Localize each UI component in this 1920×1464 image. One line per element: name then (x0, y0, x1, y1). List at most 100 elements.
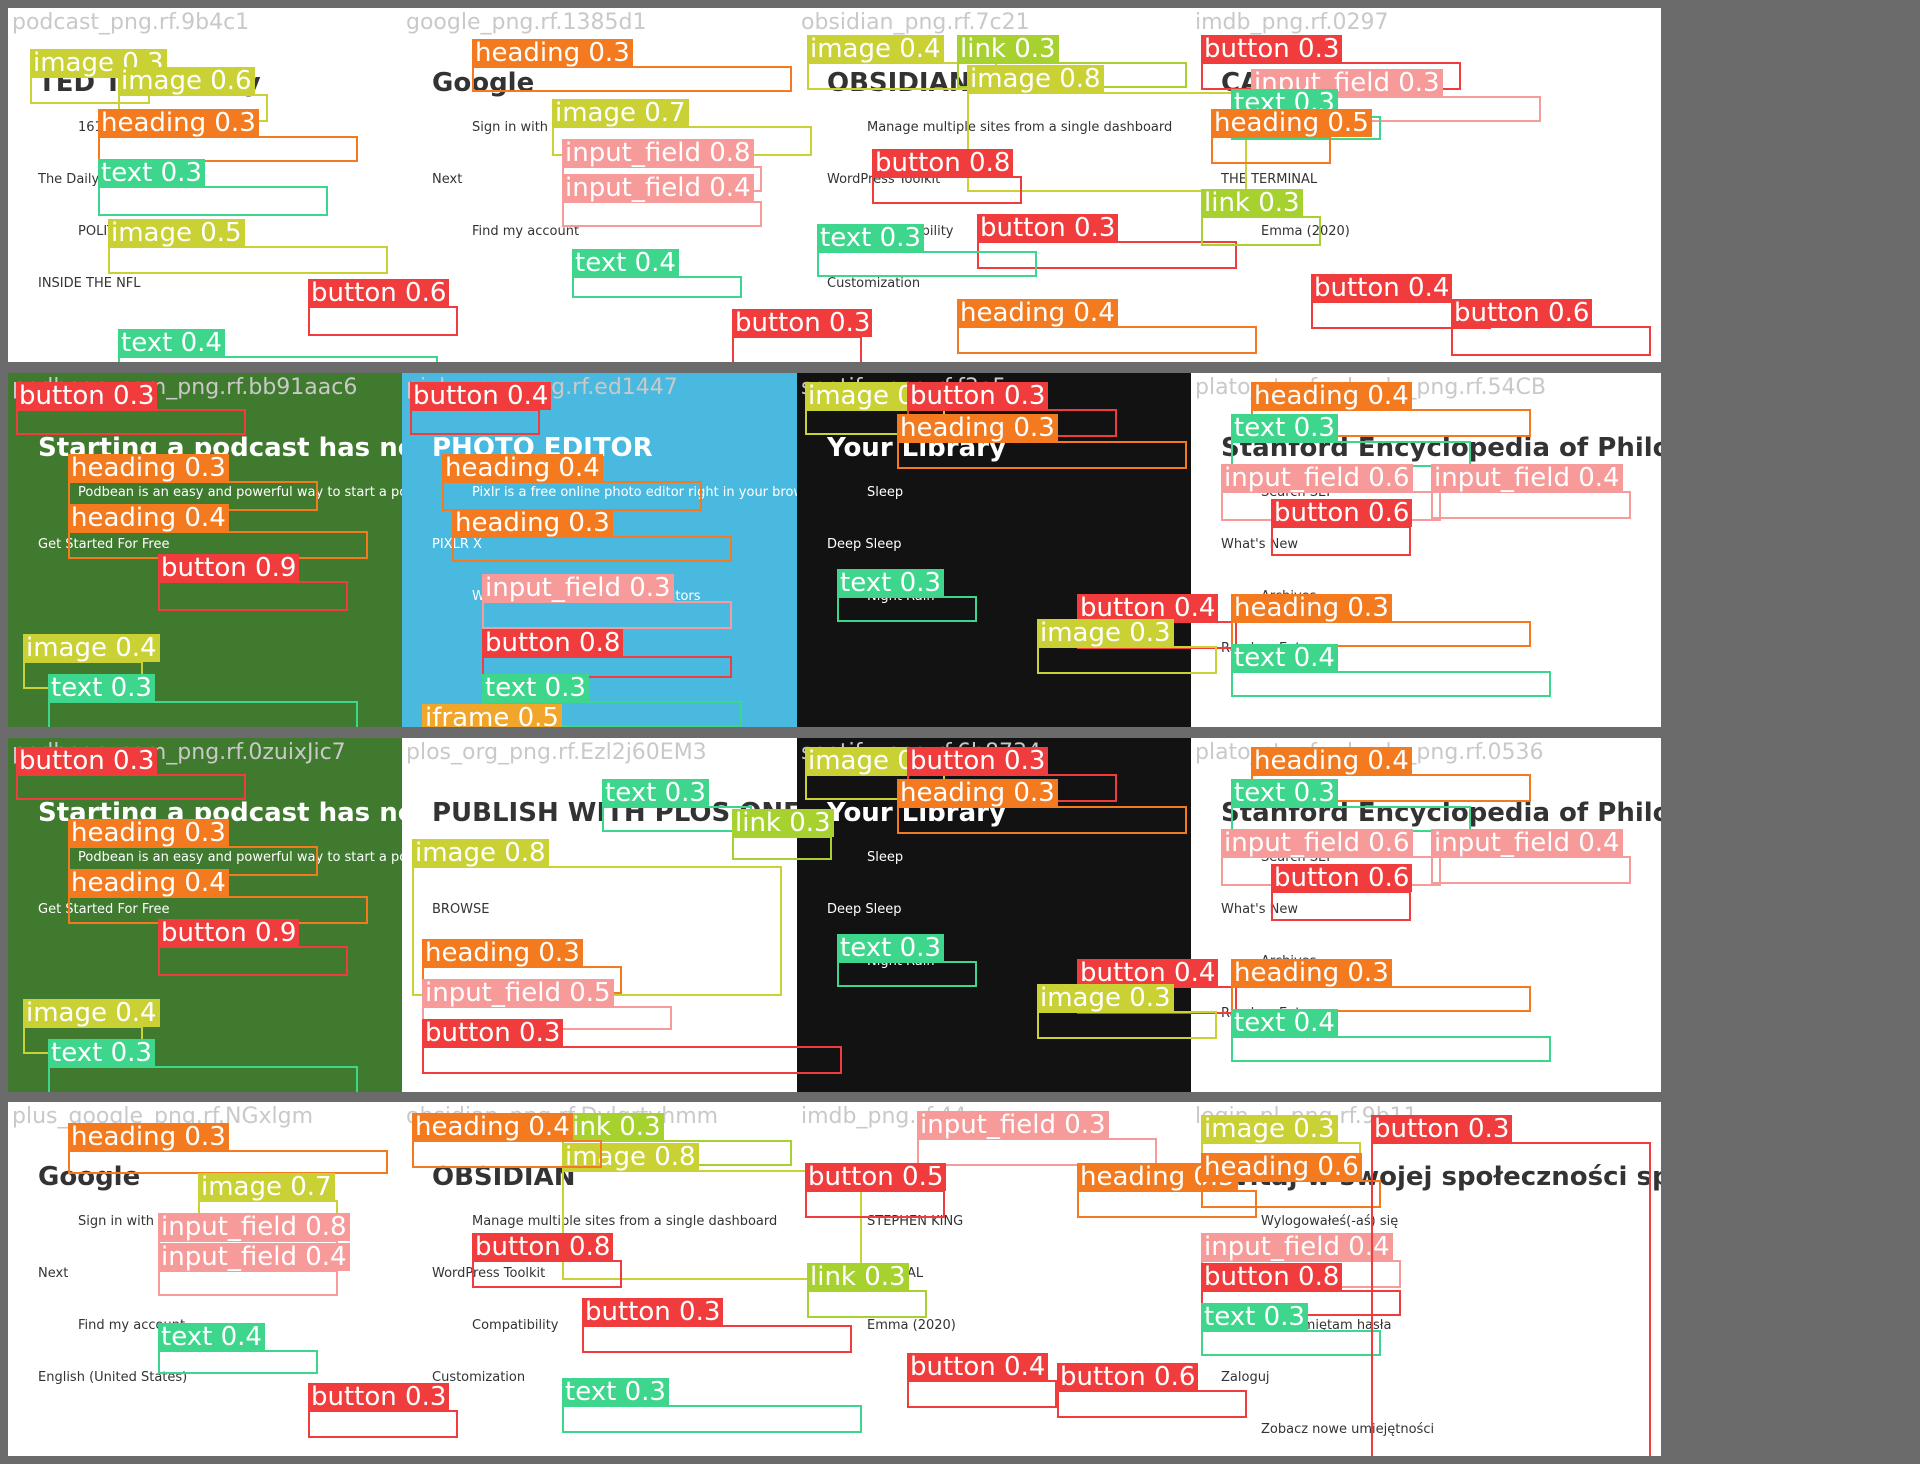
detection-label: button 0.3 (732, 309, 872, 337)
detection-label: image 0.6 (118, 67, 255, 95)
detection-label: input_field 0.5 (422, 979, 614, 1007)
detection-box-button: button 0.5 (805, 1163, 947, 1218)
tile-filename: plos_org_png.rf.Ezl2j60EM3 (406, 740, 707, 765)
detection-box-input-field: input_field 0.3 (482, 574, 732, 629)
detection-box-heading: heading 0.3 (1231, 959, 1531, 1012)
tile-filename: google_png.rf.1385d1 (406, 10, 647, 35)
detection-box-button: button 0.6 (1271, 499, 1413, 556)
detection-box-heading: heading 0.3 (98, 109, 358, 162)
detection-label: button 0.3 (308, 1383, 450, 1411)
detection-label: button 0.4 (410, 382, 552, 410)
detection-label: heading 0.3 (897, 779, 1058, 807)
preview-text: OBSIDIAN (827, 68, 971, 98)
detection-label: button 0.3 (16, 747, 158, 775)
preview-text: INSIDE THE NFL (38, 276, 141, 291)
detection-label: link 0.3 (807, 1263, 909, 1291)
detection-label: input_field 0.3 (917, 1111, 1109, 1139)
detection-label: heading 0.3 (68, 819, 229, 847)
detection-label: image 0.5 (108, 219, 245, 247)
preview-text: Zaloguj (1221, 1370, 1270, 1385)
preview-text: Google (38, 1162, 141, 1192)
detection-box-image: image 0.4 (23, 999, 160, 1054)
preview-text: Podbean is an easy and powerful way to s… (78, 485, 447, 500)
detection-box-image: image 0.4 (807, 35, 997, 90)
detection-box-button: button 0.3 (582, 1298, 852, 1353)
detection-label: image 0.7 (198, 1173, 335, 1201)
detection-label: heading 0.3 (1231, 959, 1392, 987)
detection-label: button 0.3 (582, 1298, 724, 1326)
preview-text: Zobacz nowe umiejętności (1261, 1422, 1435, 1437)
detection-box-button: button 0.6 (1057, 1363, 1247, 1418)
detection-label: heading 0.3 (98, 109, 259, 137)
detection-box-button: button 0.3 (16, 747, 246, 800)
annotated-screenshot-tile: Witaj w swojej społeczności specjalistów… (1191, 1102, 1661, 1456)
detection-label: image 0.8 (412, 839, 549, 867)
detection-label: button 0.3 (907, 747, 1049, 775)
detection-label: input_field 0.6 (1221, 829, 1413, 857)
detection-box-input-field: input_field 0.4 (562, 174, 762, 227)
detection-box-input-field: input_field 0.5 (422, 979, 672, 1030)
annotated-screenshot-tile: Stanford Encyclopedia of PhilosophySearc… (1191, 373, 1661, 727)
detection-label: image 0.4 (807, 35, 944, 63)
detection-label: heading 0.3 (452, 509, 613, 537)
detection-box-text: text 0.3 (482, 674, 742, 727)
detection-box-button: button 0.4 (410, 382, 552, 435)
detection-box-button: button 0.8 (872, 149, 1022, 204)
detection-box-text: text 0.4 (158, 1323, 318, 1374)
detection-label: text 0.3 (482, 674, 589, 702)
detection-box-button: button 0.8 (472, 1233, 622, 1288)
detection-box-link: link 0.3 (807, 1263, 927, 1318)
tile-filename: imdb_png.rf.0297 (1195, 10, 1389, 35)
preview-text: Get Started For Free (38, 537, 170, 552)
detection-box-heading: heading 0.3 (897, 779, 1187, 834)
preview-text: Sign in with (78, 1214, 155, 1229)
detection-label: heading 0.3 (1231, 594, 1392, 622)
detection-label: text 0.4 (118, 329, 225, 357)
detection-label: input_field 0.4 (562, 174, 754, 202)
detection-box-text: text 0.3 (1231, 414, 1471, 467)
detection-box-heading: heading 0.3 (1231, 594, 1531, 647)
detection-label: heading 0.4 (442, 454, 603, 482)
annotated-screenshot-tile: PHOTO EDITOR Pixlr is a free online photo… (402, 373, 872, 727)
annotated-screenshot-tile: OBSIDIAN Manage multiple sites from a sin… (402, 1102, 872, 1456)
detection-label: text 0.3 (837, 569, 944, 597)
annotated-screenshot-tile: Stanford Encyclopedia of PhilosophySearc… (1191, 738, 1661, 1092)
preview-text: BROWSE (432, 902, 490, 917)
detection-label: text 0.3 (48, 1039, 155, 1067)
detection-label: heading 0.4 (1251, 382, 1412, 410)
detection-box-heading: heading 0.5 (1211, 109, 1372, 164)
detection-label: text 0.3 (1231, 779, 1338, 807)
detection-label: button 0.6 (1057, 1363, 1199, 1391)
preview-text: English (United States) (38, 1370, 188, 1385)
detection-label: text 0.3 (837, 934, 944, 962)
detection-label: button 0.3 (422, 1019, 564, 1047)
detection-label: image 0.3 (1037, 619, 1174, 647)
detection-label: input_field 0.4 (158, 1243, 350, 1271)
detection-label: heading 0.3 (897, 414, 1058, 442)
detection-label: button 0.4 (907, 1353, 1049, 1381)
detection-box-text: text 0.3 (98, 159, 328, 216)
detection-box-text: text 0.3 (1201, 1303, 1381, 1356)
detection-label: heading 0.3 (68, 1123, 229, 1151)
tile-filename: obsidian_png.rf.7c21 (801, 10, 1030, 35)
detection-box-link: link 0.3 (732, 809, 834, 860)
detection-box-button: button 0.3 (308, 1383, 458, 1438)
detection-label: heading 0.3 (68, 454, 229, 482)
detection-box-input-field: input_field 0.4 (1431, 464, 1631, 519)
detection-box-heading: heading 0.4 (442, 454, 702, 511)
detection-label: button 0.8 (1201, 1263, 1343, 1291)
detection-label: button 0.3 (977, 214, 1119, 242)
detection-box-image: image 0.4 (23, 634, 160, 689)
detection-box-text: text 0.4 (1231, 1009, 1551, 1062)
detection-box-heading: heading 0.3 (68, 454, 318, 511)
detection-label: heading 0.4 (68, 869, 229, 897)
detection-box-button: button 0.4 (1311, 274, 1491, 329)
detection-box-text: text 0.4 (1231, 644, 1551, 697)
detection-label: button 0.4 (1311, 274, 1453, 302)
annotated-screenshot-tile: Google Sign in with Next Find my account Eng… (8, 1102, 478, 1456)
detection-label: input_field 0.4 (1201, 1233, 1393, 1261)
